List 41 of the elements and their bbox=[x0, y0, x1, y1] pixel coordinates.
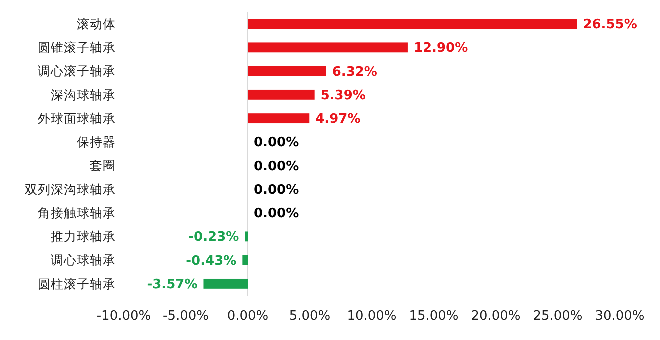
data-label: 4.97% bbox=[316, 112, 361, 128]
data-label: 0.00% bbox=[254, 206, 300, 222]
data-label: -0.23% bbox=[188, 230, 240, 246]
bar bbox=[248, 90, 315, 100]
y-tick-label: 滚动体 bbox=[77, 16, 116, 32]
y-tick-label: 角接触球轴承 bbox=[38, 205, 116, 220]
y-tick-label: 推力球轴承 bbox=[51, 229, 116, 244]
data-label: 0.00% bbox=[254, 136, 300, 151]
data-label: -3.57% bbox=[147, 278, 198, 292]
y-tick-label: 双列深沟球轴承 bbox=[25, 182, 116, 197]
x-tick-label: 0.00% bbox=[227, 309, 269, 324]
y-tick-label: 圆柱滚子轴承 bbox=[38, 276, 116, 292]
x-tick-label: -5.00% bbox=[163, 309, 209, 324]
y-tick-label: 调心球轴承 bbox=[51, 252, 116, 268]
y-tick-label: 保持器 bbox=[77, 134, 116, 150]
data-label: 0.00% bbox=[254, 159, 300, 174]
bar bbox=[248, 19, 578, 30]
data-label: 0.00% bbox=[254, 182, 300, 198]
x-tick-label: 25.00% bbox=[533, 309, 583, 324]
data-label: 6.32% bbox=[332, 64, 378, 80]
bar bbox=[248, 66, 326, 76]
bar bbox=[248, 114, 310, 124]
x-tick-label: 20.00% bbox=[471, 309, 521, 324]
y-tick-label: 外球面球轴承 bbox=[38, 110, 116, 126]
bar bbox=[248, 42, 408, 53]
y-tick-label: 调心滚子轴承 bbox=[38, 64, 116, 79]
bar bbox=[242, 255, 248, 266]
y-tick-label: 圆锥滚子轴承 bbox=[38, 40, 116, 56]
data-label: 26.55% bbox=[583, 18, 638, 33]
data-label: 12.90% bbox=[414, 41, 468, 56]
bar bbox=[204, 278, 248, 289]
data-label: -0.43% bbox=[186, 254, 237, 269]
bar bbox=[245, 232, 248, 242]
y-tick-label: 套圈 bbox=[90, 158, 116, 174]
x-tick-label: 15.00% bbox=[409, 309, 459, 324]
y-tick-label: 深沟球轴承 bbox=[51, 87, 116, 102]
x-tick-label: 10.00% bbox=[347, 309, 397, 324]
x-tick-label: -10.00% bbox=[96, 309, 152, 324]
x-tick-label: 30.00% bbox=[595, 309, 645, 324]
x-tick-label: 5.00% bbox=[289, 309, 331, 324]
data-label: 5.39% bbox=[320, 88, 366, 104]
